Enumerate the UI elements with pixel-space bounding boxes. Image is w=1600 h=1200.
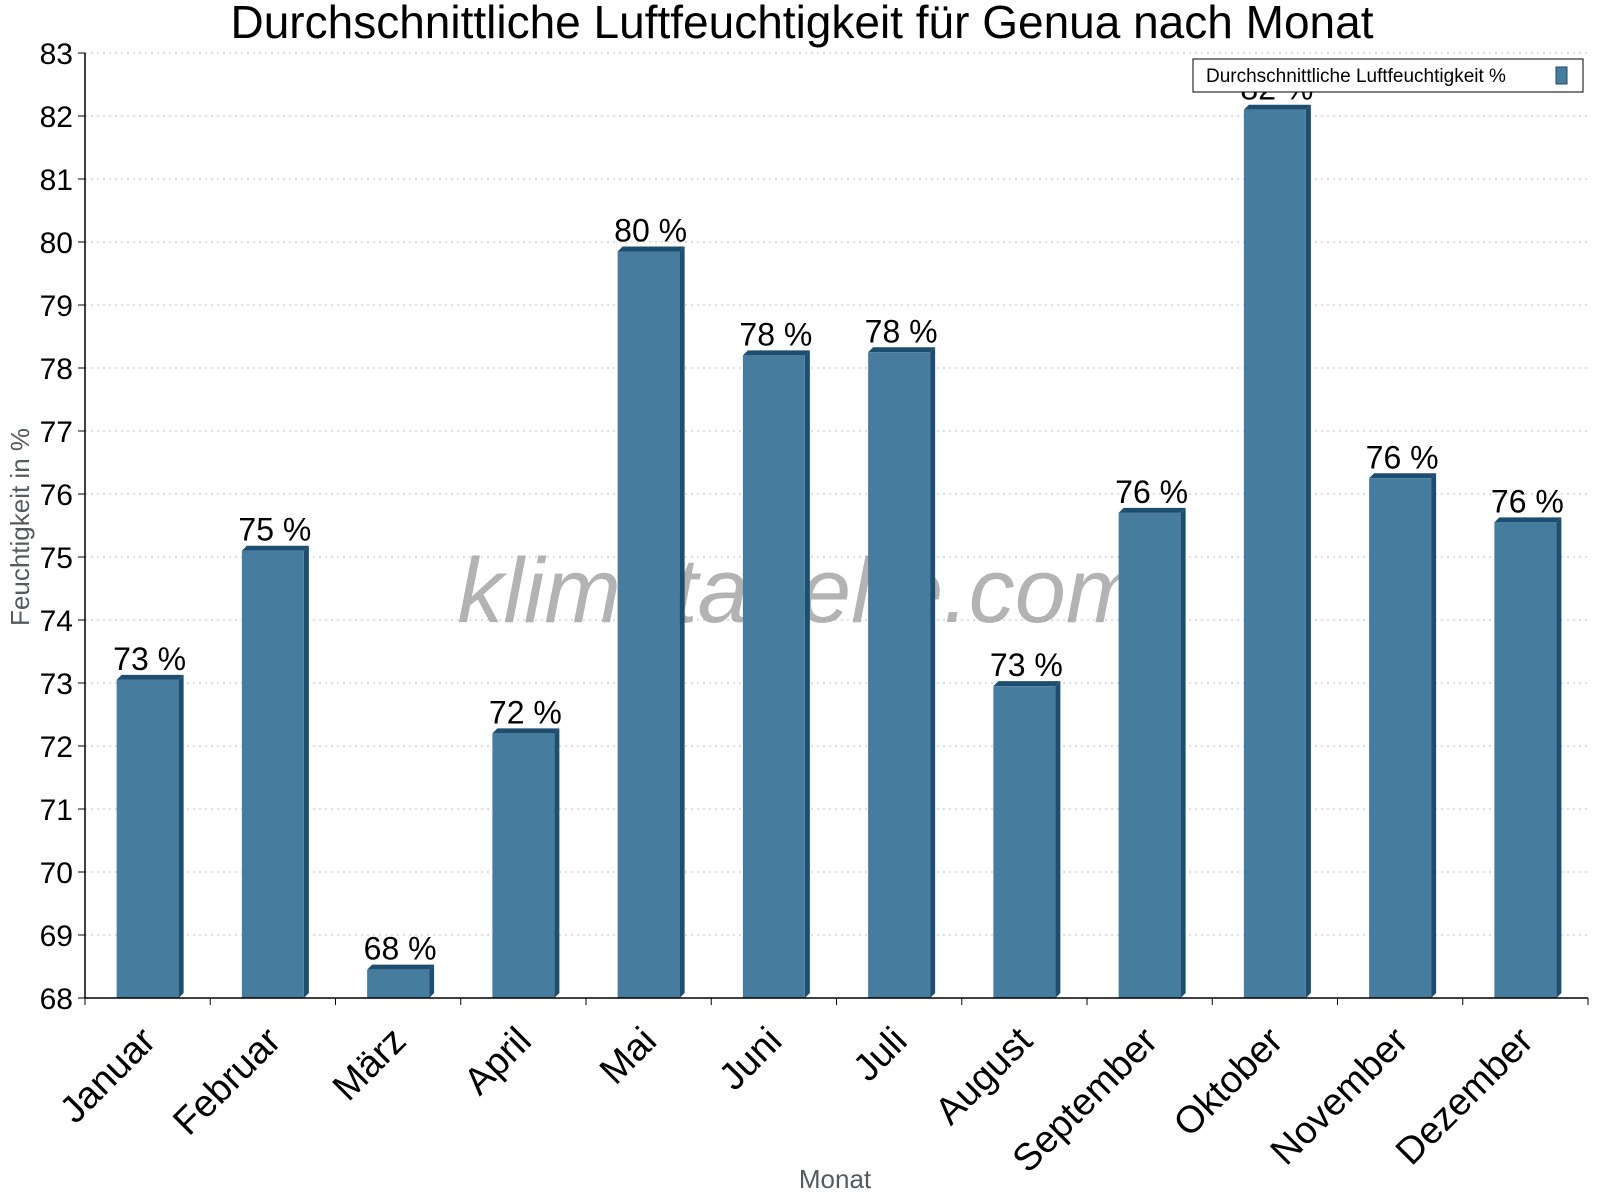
x-tick-label: April <box>456 1020 539 1103</box>
data-label: 76 % <box>1366 439 1439 475</box>
bar-side <box>1431 473 1437 998</box>
bar-front <box>1243 109 1306 998</box>
y-tick-label: 79 <box>40 290 73 323</box>
data-label: 73 % <box>990 647 1063 683</box>
bar-side <box>804 350 810 998</box>
chart-title: Durchschnittliche Luftfeuchtigkeit für G… <box>231 0 1374 48</box>
y-tick-label: 77 <box>40 416 73 449</box>
x-tick-label: Juni <box>711 1020 790 1099</box>
bar-top <box>367 964 435 970</box>
data-label: 72 % <box>489 694 562 730</box>
data-label: 73 % <box>113 641 186 677</box>
x-tick-label: Februar <box>165 1019 289 1143</box>
bar-side <box>679 246 685 998</box>
x-axis-label: Monat <box>799 1164 872 1194</box>
bar[interactable] <box>868 347 936 998</box>
y-tick-label: 73 <box>40 668 73 701</box>
data-label: 68 % <box>364 931 437 967</box>
bar-top <box>1243 104 1311 110</box>
bar-top <box>1118 507 1186 513</box>
bar[interactable] <box>993 681 1061 998</box>
data-label: 80 % <box>614 212 687 248</box>
bar-top <box>492 728 560 734</box>
bar-top <box>116 674 184 680</box>
grid-lines <box>85 52 1588 936</box>
bar-top <box>241 545 309 551</box>
y-axis-ticks: 68 69 70 71 72 73 74 75 76 77 78 79 80 81 82 83 <box>40 38 85 1016</box>
bar[interactable] <box>617 246 685 998</box>
bar-side <box>1180 507 1186 998</box>
bar[interactable] <box>1118 507 1186 998</box>
x-tick-label: Mai <box>592 1020 665 1093</box>
bar[interactable] <box>1494 517 1562 998</box>
bar-front <box>1118 512 1181 998</box>
bar[interactable] <box>1369 473 1437 998</box>
bar[interactable] <box>116 674 184 998</box>
y-tick-label: 76 <box>40 479 73 512</box>
y-tick-label: 69 <box>40 920 73 953</box>
bar-top <box>868 347 936 353</box>
data-label: 78 % <box>865 313 938 349</box>
bar-top <box>993 681 1061 687</box>
bar-front <box>742 355 805 998</box>
legend-swatch <box>1555 66 1568 85</box>
y-tick-label: 83 <box>40 38 73 71</box>
x-tick-label: Oktober <box>1166 1019 1292 1145</box>
y-tick-label: 78 <box>40 353 73 386</box>
y-tick-label: 82 <box>40 101 73 134</box>
x-tick-label: Dezember <box>1388 1019 1542 1173</box>
bar-front <box>993 686 1056 998</box>
y-tick-label: 81 <box>40 164 73 197</box>
legend[interactable]: Durchschnittliche Luftfeuchtigkeit % <box>1192 58 1584 93</box>
bar-side <box>429 964 435 998</box>
bar-top <box>742 350 810 356</box>
bar-series <box>116 104 1562 998</box>
bar[interactable] <box>241 545 309 998</box>
bar-front <box>116 679 179 998</box>
x-tick-label: August <box>927 1019 1041 1133</box>
y-axis-label: Feuchtigkeit in % <box>5 428 35 626</box>
y-tick-label: 75 <box>40 542 73 575</box>
bar-side <box>178 674 184 998</box>
data-label: 78 % <box>739 316 812 352</box>
y-tick-label: 70 <box>40 857 73 890</box>
x-tick-label: März <box>325 1020 414 1109</box>
bar-front <box>1494 522 1557 998</box>
bar[interactable] <box>367 964 435 998</box>
bar-side <box>554 728 560 998</box>
bar[interactable] <box>492 728 560 998</box>
bar-top <box>1494 517 1562 523</box>
y-tick-label: 80 <box>40 227 73 260</box>
data-labels: 73 %75 %68 %72 %80 %78 %78 %73 %76 %82 %… <box>113 71 1564 967</box>
y-tick-label: 71 <box>40 794 73 827</box>
bar-side <box>930 347 936 998</box>
bar-top <box>1369 473 1437 479</box>
y-tick-label: 68 <box>40 983 73 1016</box>
bar-side <box>1556 517 1562 998</box>
x-axis-ticks: Januar Februar März April Mai Juni Juli AugustS… <box>52 998 1589 1181</box>
bar-front <box>367 969 430 998</box>
bar-side <box>1055 681 1061 998</box>
y-tick-label: 74 <box>40 605 73 638</box>
bar-side <box>1305 104 1311 998</box>
bar-front <box>617 251 680 998</box>
data-label: 76 % <box>1115 474 1188 510</box>
bar[interactable] <box>1243 104 1311 998</box>
bar-top <box>617 246 685 252</box>
data-label: 76 % <box>1491 483 1564 519</box>
bar-front <box>241 550 304 998</box>
y-tick-label: 72 <box>40 731 73 764</box>
data-label: 75 % <box>238 512 311 548</box>
bar-side <box>303 545 309 998</box>
bar-front <box>868 352 931 998</box>
x-tick-label: Juli <box>845 1020 915 1090</box>
bar-front <box>492 733 555 998</box>
x-tick-label: Januar <box>52 1019 164 1131</box>
bar-front <box>1369 478 1432 998</box>
legend-entry-label: Durchschnittliche Luftfeuchtigkeit % <box>1206 66 1506 87</box>
bar[interactable] <box>742 350 810 998</box>
legend-box <box>1192 58 1584 93</box>
